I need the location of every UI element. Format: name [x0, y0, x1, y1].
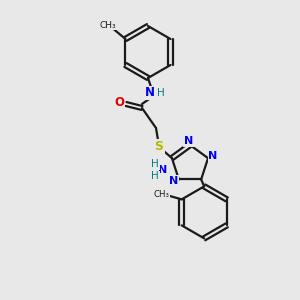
Text: H: H [157, 88, 165, 98]
Text: N: N [184, 136, 194, 146]
Text: N: N [158, 165, 167, 176]
Text: S: S [154, 140, 164, 152]
Text: H: H [151, 171, 159, 182]
Text: N: N [145, 86, 155, 100]
Text: H: H [151, 159, 159, 170]
Text: CH₃: CH₃ [99, 20, 116, 29]
Text: N: N [208, 151, 218, 161]
Text: CH₃: CH₃ [154, 190, 170, 199]
Text: O: O [114, 97, 124, 110]
Text: N: N [169, 176, 178, 186]
